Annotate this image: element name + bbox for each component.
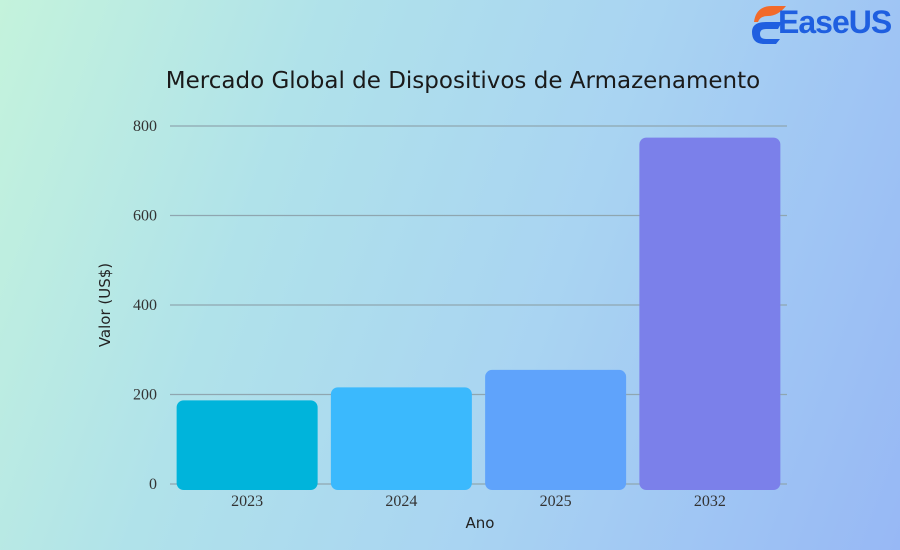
brand-name: EaseUS: [778, 4, 892, 40]
x-tick-label: 2024: [385, 493, 417, 510]
chart-title: Mercado Global de Dispositivos de Armaze…: [165, 68, 761, 94]
bar-2023: [176, 400, 318, 490]
x-tick-label: 2032: [694, 493, 726, 510]
easeus-logo: [748, 2, 900, 46]
x-tick-label: 2023: [231, 493, 263, 510]
x-axis-label: Ano: [466, 514, 495, 532]
y-axis-label: Valor (US$): [96, 263, 114, 347]
baseline: [168, 484, 789, 492]
bar-2032: [639, 137, 781, 490]
y-tick-label: 600: [133, 208, 157, 225]
y-tick-label: 800: [133, 118, 157, 135]
bar-2025: [485, 369, 627, 490]
y-tick-label: 400: [133, 297, 157, 314]
y-tick-label: 0: [149, 476, 157, 493]
y-tick-label: 200: [133, 387, 157, 404]
bar-2024: [330, 387, 472, 490]
x-tick-label: 2025: [540, 493, 572, 510]
